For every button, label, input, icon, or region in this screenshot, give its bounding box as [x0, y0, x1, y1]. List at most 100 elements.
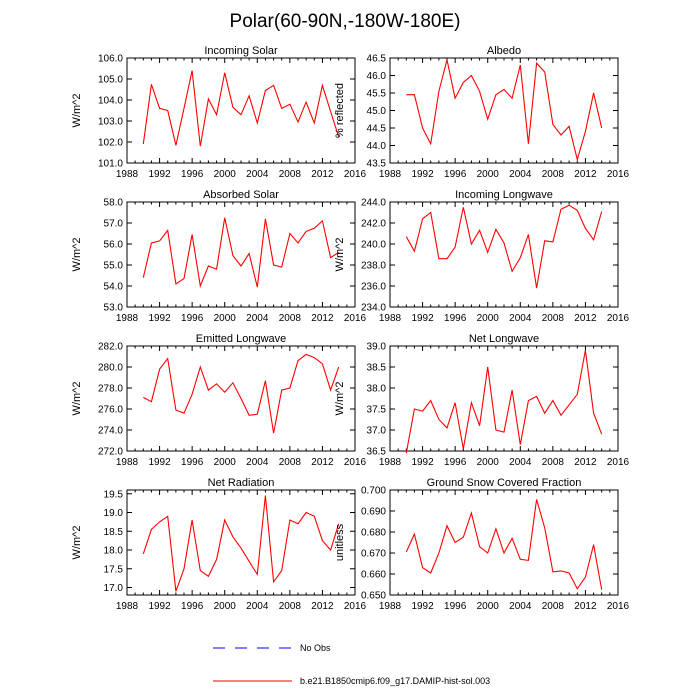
- y-tick-label: 46.5: [367, 54, 387, 65]
- panel-absorbed-solar: Absorbed Solar W/m^2 1988 1992 1996 2000 2004 2…: [71, 189, 367, 324]
- x-tick-label: 2016: [607, 313, 630, 324]
- x-tick-label: 2012: [311, 313, 334, 324]
- y-tick-label: 18.5: [104, 527, 124, 538]
- y-tick-label: 101.0: [98, 159, 123, 170]
- x-tick-label: 2012: [311, 169, 334, 180]
- x-tick-label: 1988: [379, 313, 402, 324]
- y-tick-label: 105.0: [98, 75, 123, 86]
- x-tick-label: 2004: [246, 169, 269, 180]
- x-tick-label: 2008: [279, 313, 302, 324]
- x-tick-label: 2008: [279, 601, 302, 612]
- y-tick-label: 282.0: [98, 342, 123, 353]
- legend-no-obs-label: No Obs: [300, 643, 331, 653]
- panel-title-emitted-longwave: Emitted Longwave: [196, 333, 287, 345]
- x-tick-label: 1992: [411, 313, 434, 324]
- x-tick-label: 1992: [411, 169, 434, 180]
- y-tick-label: 46.0: [367, 71, 387, 82]
- y-tick-label: 17.5: [104, 564, 124, 575]
- y-tick-label: 244.0: [361, 198, 386, 209]
- x-tick-label: 2008: [542, 457, 565, 468]
- x-tick-label: 1996: [444, 601, 467, 612]
- panel-title-net-longwave: Net Longwave: [469, 333, 539, 345]
- x-tick-label: 2008: [542, 313, 565, 324]
- x-tick-label: 1992: [411, 601, 434, 612]
- y-tick-label: 280.0: [98, 363, 123, 374]
- y-axis-label-albedo: % reflected: [334, 83, 346, 138]
- legend: No Obs b.e21.B1850cmip6.f09_g17.DAMIP-hi…: [213, 643, 490, 686]
- x-tick-label: 2000: [214, 313, 237, 324]
- y-tick-label: 238.0: [361, 261, 386, 272]
- panel-title-incoming-longwave: Incoming Longwave: [455, 189, 553, 201]
- x-tick-label: 1988: [116, 169, 139, 180]
- panel-title-net-radiation: Net Radiation: [208, 477, 275, 489]
- y-tick-label: 240.0: [361, 240, 386, 251]
- x-tick-label: 1988: [116, 313, 139, 324]
- y-tick-label: 0.700: [361, 486, 386, 497]
- x-tick-label: 1988: [116, 601, 139, 612]
- panel-frame-absorbed-solar: [126, 201, 356, 308]
- x-tick-label: 1992: [148, 457, 171, 468]
- y-tick-label: 58.0: [104, 198, 124, 209]
- chart-panels: Incoming Solar W/m^2 1988 1992 1996 2000 2004 2…: [71, 45, 630, 612]
- x-tick-label: 1996: [181, 457, 204, 468]
- y-tick-label: 272.0: [98, 447, 123, 458]
- x-tick-label: 2004: [509, 169, 532, 180]
- x-tick-label: 2016: [344, 601, 367, 612]
- y-tick-label: 37.5: [367, 405, 387, 416]
- x-tick-label: 1996: [444, 313, 467, 324]
- x-tick-label: 2012: [574, 601, 597, 612]
- panel-frame-incoming-solar: [126, 57, 356, 164]
- x-tick-label: 2004: [246, 457, 269, 468]
- x-tick-label: 1996: [444, 169, 467, 180]
- x-tick-label: 1988: [379, 601, 402, 612]
- series-line-incoming-longwave: [405, 204, 603, 289]
- x-tick-label: 1996: [181, 169, 204, 180]
- y-axis-label-net-radiation: W/m^2: [71, 526, 83, 560]
- y-tick-label: 45.0: [367, 106, 387, 117]
- series-line-net-radiation: [142, 495, 340, 592]
- y-tick-label: 103.0: [98, 117, 123, 128]
- x-tick-label: 1988: [379, 457, 402, 468]
- y-axis-label-incoming-longwave: W/m^2: [334, 238, 346, 272]
- x-tick-label: 1996: [181, 601, 204, 612]
- y-tick-label: 104.0: [98, 96, 123, 107]
- series-line-net-longwave: [405, 350, 603, 454]
- y-tick-label: 242.0: [361, 219, 386, 230]
- y-tick-label: 54.0: [104, 282, 124, 293]
- y-tick-label: 276.0: [98, 405, 123, 416]
- series-line-emitted-longwave: [143, 353, 340, 434]
- y-tick-label: 45.5: [367, 89, 387, 100]
- x-tick-label: 1992: [148, 169, 171, 180]
- panel-title-albedo: Albedo: [487, 45, 521, 57]
- x-tick-label: 2016: [344, 169, 367, 180]
- panel-frame-net-radiation: [126, 489, 356, 596]
- y-tick-label: 234.0: [361, 303, 386, 314]
- figure-title: Polar(60-90N,-180W-180E): [230, 11, 461, 32]
- x-tick-label: 2012: [574, 313, 597, 324]
- y-tick-label: 0.650: [361, 591, 386, 602]
- panel-frame-albedo: [389, 57, 619, 164]
- y-tick-label: 37.0: [367, 426, 387, 437]
- x-tick-label: 2012: [311, 457, 334, 468]
- panel-incoming-longwave: Incoming Longwave W/m^2 1988 1992 1996 2000 20…: [334, 189, 630, 324]
- y-axis-label-net-longwave: W/m^2: [334, 382, 346, 416]
- y-axis-label-absorbed-solar: W/m^2: [71, 238, 83, 272]
- x-tick-label: 2008: [279, 457, 302, 468]
- y-tick-label: 55.0: [104, 261, 124, 272]
- panel-title-absorbed-solar: Absorbed Solar: [203, 189, 279, 201]
- x-tick-label: 2000: [477, 601, 500, 612]
- y-tick-label: 57.0: [104, 219, 124, 230]
- x-tick-label: 2004: [509, 601, 532, 612]
- x-tick-label: 1988: [116, 457, 139, 468]
- y-tick-label: 106.0: [98, 54, 123, 65]
- x-tick-label: 2012: [574, 169, 597, 180]
- series-line-absorbed-solar: [142, 217, 339, 289]
- x-tick-label: 2004: [246, 601, 269, 612]
- series-line-ground-snow-covered-fraction: [405, 499, 603, 590]
- x-tick-label: 1992: [411, 457, 434, 468]
- x-tick-label: 2016: [344, 457, 367, 468]
- y-tick-label: 44.5: [367, 124, 387, 135]
- y-tick-label: 19.0: [104, 508, 124, 519]
- y-tick-label: 0.690: [361, 507, 386, 518]
- y-tick-label: 53.0: [104, 303, 124, 314]
